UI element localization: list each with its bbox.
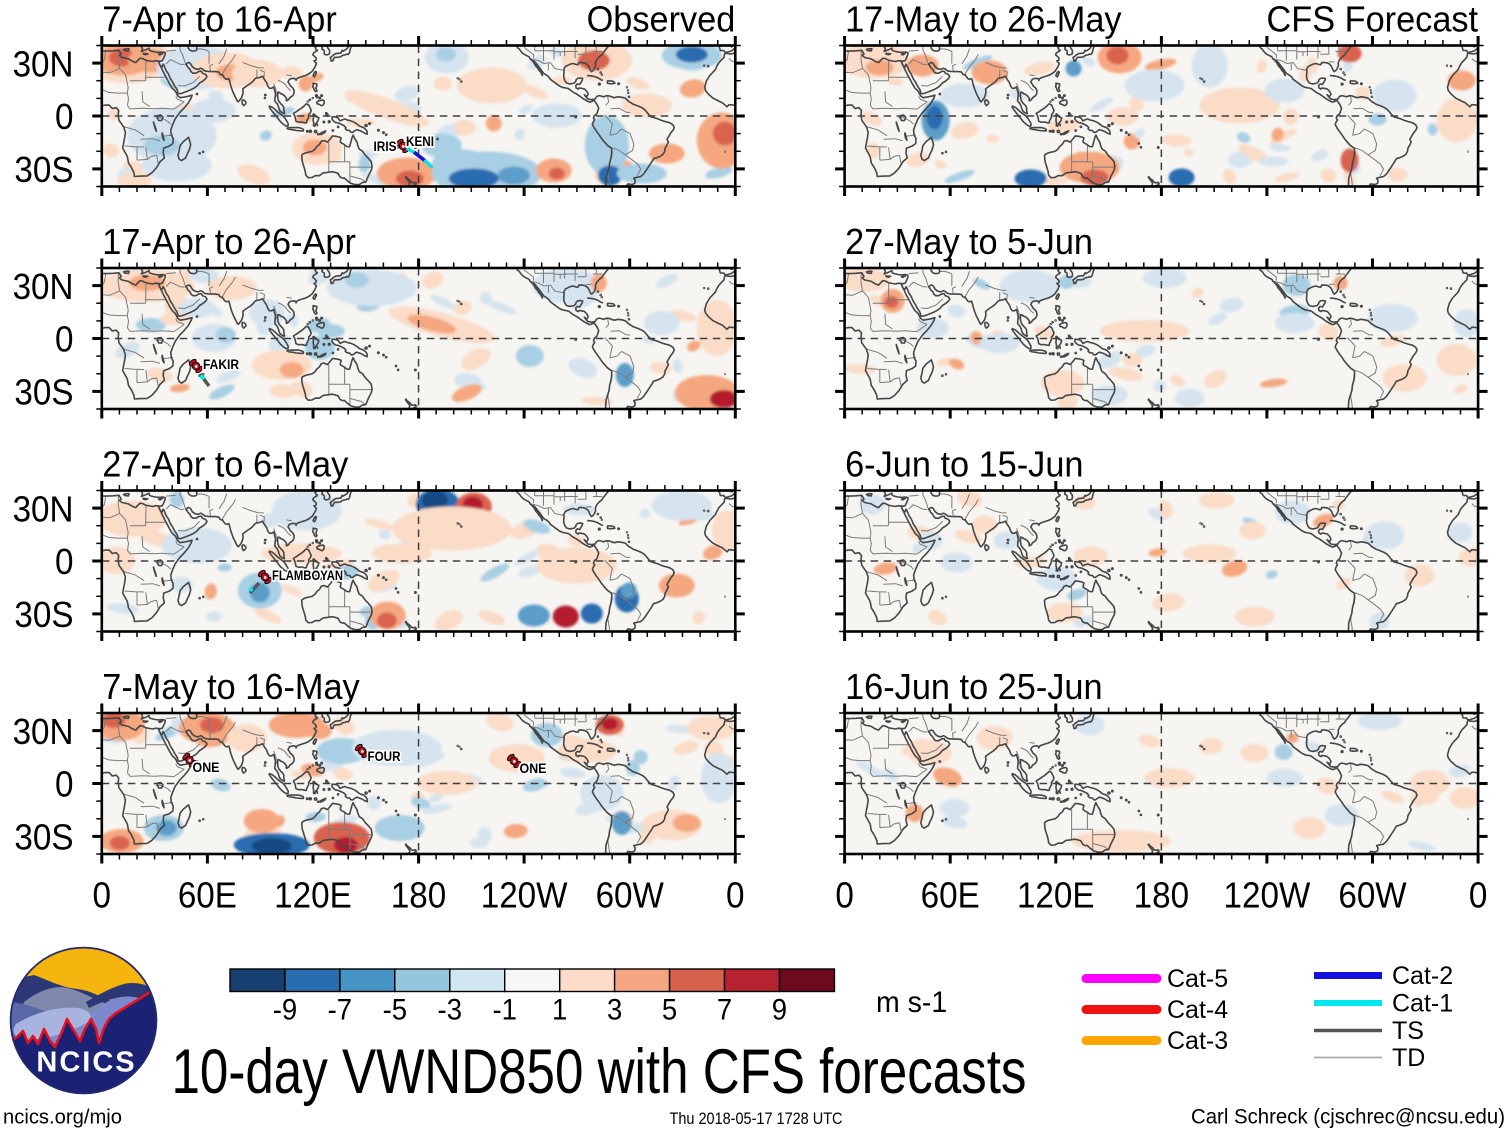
svg-text:30S: 30S	[14, 372, 73, 413]
svg-text:3: 3	[607, 994, 622, 1027]
svg-text:0: 0	[55, 764, 74, 805]
svg-text:0: 0	[55, 319, 74, 360]
svg-text:ONE: ONE	[193, 760, 220, 775]
svg-text:17-May to 26-May: 17-May to 26-May	[845, 0, 1122, 40]
svg-text:FAKIR: FAKIR	[203, 357, 239, 372]
svg-text:120W: 120W	[1224, 875, 1311, 916]
svg-text:30N: 30N	[13, 488, 74, 529]
svg-text:0: 0	[835, 875, 854, 916]
svg-text:IRIS: IRIS	[374, 139, 397, 154]
svg-text:0: 0	[726, 875, 745, 916]
svg-text:ONE: ONE	[193, 760, 220, 775]
svg-text:-1: -1	[492, 994, 517, 1027]
svg-text:17-Apr to 26-Apr: 17-Apr to 26-Apr	[102, 221, 356, 262]
svg-text:Cat-2: Cat-2	[1392, 962, 1453, 990]
svg-text:27-May to 5-Jun: 27-May to 5-Jun	[845, 221, 1093, 262]
svg-text:Cat-5: Cat-5	[1167, 965, 1228, 993]
svg-text:27-Apr to 6-May: 27-Apr to 6-May	[102, 444, 349, 485]
svg-text:7-Apr to 16-Apr: 7-Apr to 16-Apr	[102, 0, 336, 40]
svg-text:IRIS: IRIS	[374, 139, 397, 154]
svg-text:5: 5	[662, 994, 677, 1027]
svg-text:TS: TS	[1392, 1017, 1424, 1045]
svg-text:m s-1: m s-1	[876, 986, 947, 1019]
svg-text:ncics.org/mjo: ncics.org/mjo	[3, 1107, 122, 1129]
svg-text:0: 0	[93, 875, 112, 916]
svg-text:Cat-3: Cat-3	[1167, 1027, 1228, 1055]
svg-text:16-Jun to 25-Jun: 16-Jun to 25-Jun	[845, 666, 1103, 707]
svg-text:-7: -7	[328, 994, 353, 1027]
svg-text:Cat-1: Cat-1	[1392, 990, 1453, 1018]
svg-text:FLAMBOYAN: FLAMBOYAN	[272, 568, 343, 583]
svg-text:120E: 120E	[1017, 875, 1095, 916]
svg-text:0: 0	[1469, 875, 1488, 916]
svg-text:30S: 30S	[14, 149, 73, 190]
svg-text:180: 180	[1134, 875, 1189, 916]
svg-text:120W: 120W	[481, 875, 568, 916]
svg-text:10-day VWND850 with CFS foreca: 10-day VWND850 with CFS forecasts	[172, 1037, 1027, 1107]
svg-text:ONE: ONE	[520, 761, 547, 776]
svg-text:9: 9	[772, 994, 787, 1027]
svg-text:7: 7	[717, 994, 732, 1027]
svg-text:180: 180	[391, 875, 446, 916]
svg-text:FLAMBOYAN: FLAMBOYAN	[272, 568, 343, 583]
svg-text:60E: 60E	[921, 875, 980, 916]
svg-text:CFS Forecast: CFS Forecast	[1267, 0, 1479, 40]
svg-text:-9: -9	[273, 994, 298, 1027]
svg-text:30N: 30N	[13, 711, 74, 752]
svg-text:0: 0	[55, 96, 74, 137]
svg-text:7-May to 16-May: 7-May to 16-May	[102, 666, 360, 707]
svg-text:TD: TD	[1392, 1044, 1425, 1072]
svg-text:Cat-4: Cat-4	[1167, 996, 1228, 1024]
svg-text:Carl Schreck (cjschrec@ncsu.ed: Carl Schreck (cjschrec@ncsu.edu)	[1191, 1106, 1505, 1129]
svg-text:-3: -3	[438, 994, 463, 1027]
svg-text:60W: 60W	[596, 875, 665, 916]
svg-text:60E: 60E	[178, 875, 237, 916]
svg-text:0: 0	[55, 541, 74, 582]
svg-text:NCICS: NCICS	[36, 1047, 136, 1079]
svg-text:30N: 30N	[13, 43, 74, 84]
svg-text:FOUR: FOUR	[368, 749, 401, 764]
svg-text:60W: 60W	[1338, 875, 1407, 916]
svg-text:30S: 30S	[14, 817, 73, 858]
svg-text:Observed: Observed	[587, 0, 736, 40]
svg-text:ONE: ONE	[520, 761, 547, 776]
svg-text:KENI: KENI	[406, 134, 434, 149]
svg-text:FAKIR: FAKIR	[203, 357, 239, 372]
svg-text:KENI: KENI	[406, 134, 434, 149]
svg-text:1: 1	[552, 994, 567, 1027]
svg-text:-5: -5	[383, 994, 408, 1027]
svg-text:30S: 30S	[14, 594, 73, 635]
svg-text:FOUR: FOUR	[368, 749, 401, 764]
svg-text:120E: 120E	[274, 875, 352, 916]
svg-text:Thu 2018-05-17 1728 UTC: Thu 2018-05-17 1728 UTC	[670, 1110, 843, 1128]
svg-text:6-Jun to 15-Jun: 6-Jun to 15-Jun	[845, 444, 1083, 485]
svg-text:30N: 30N	[13, 266, 74, 307]
